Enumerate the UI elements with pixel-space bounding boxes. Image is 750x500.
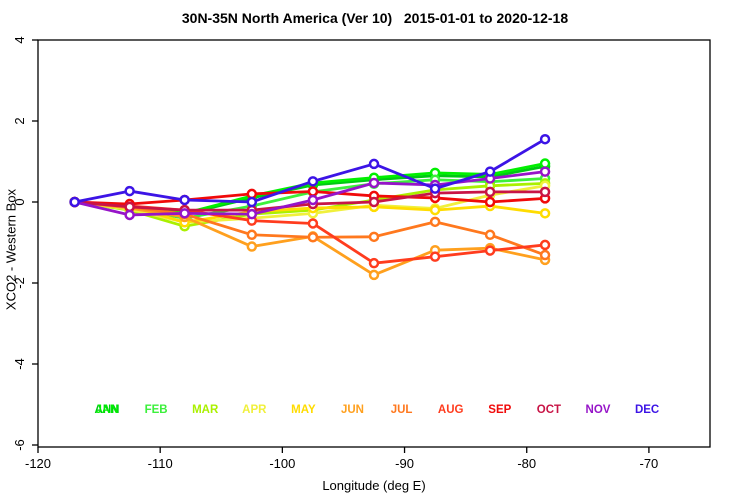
- series-marker-DEC: [484, 166, 496, 177]
- series-marker-JAN: [539, 158, 551, 169]
- series-marker-MAY: [429, 204, 441, 216]
- series-marker-NOV: [179, 208, 190, 219]
- legend-label-SEP: SEP: [488, 404, 511, 416]
- series-marker-JUN: [368, 269, 380, 281]
- series-marker-NOV: [124, 209, 135, 221]
- series-marker-NOV: [307, 194, 319, 206]
- legend-label-JUL: JUL: [391, 404, 413, 416]
- y-axis-tick-label: 4: [12, 36, 27, 43]
- series-marker-AUG: [307, 218, 319, 229]
- series-marker-AUG: [368, 257, 380, 269]
- x-axis-label: Longitude (deg E): [322, 478, 426, 493]
- series-marker-JUL: [484, 229, 496, 241]
- series-marker-DEC: [69, 196, 80, 208]
- legend-label-MAY: MAY: [291, 404, 316, 416]
- plot-border: [37, 39, 711, 448]
- x-axis-tick-label: -110: [148, 456, 173, 471]
- y-axis-label: XCO2 - Western Box: [3, 188, 19, 311]
- series-marker-AUG: [429, 251, 441, 262]
- y-axis-tick-label: 0: [12, 198, 27, 205]
- series-marker-OCT: [484, 186, 496, 198]
- series-marker-DEC: [539, 133, 551, 145]
- series-marker-AUG: [539, 239, 551, 251]
- x-axis-tick-label: -100: [269, 456, 295, 471]
- series-marker-SEP: [307, 186, 319, 197]
- series-marker-MAY: [539, 208, 551, 219]
- series-marker-DEC: [307, 176, 319, 187]
- series-marker-OCT: [539, 186, 551, 198]
- series-marker-NOV: [539, 166, 551, 177]
- series-marker-OCT: [124, 201, 135, 213]
- series-marker-DEC: [179, 194, 190, 206]
- y-axis-tick-label: -4: [12, 358, 27, 370]
- series-marker-JUL: [429, 216, 441, 228]
- x-axis-tick-label: -80: [517, 456, 536, 471]
- series-marker-DEC: [246, 196, 258, 208]
- legend-label-APR: APR: [242, 404, 267, 416]
- x-axis-tick-label: -120: [25, 456, 51, 471]
- series-marker-NOV: [246, 208, 258, 220]
- legend-label-NOV: NOV: [586, 404, 611, 416]
- y-axis-tick-label: -6: [12, 439, 27, 451]
- series-marker-DEC: [124, 185, 135, 197]
- series-marker-JUL: [246, 229, 258, 241]
- series-marker-JUL: [368, 231, 380, 243]
- legend-label-FEB: FEB: [145, 404, 168, 416]
- series-marker-JUN: [246, 241, 258, 252]
- legend-label-DEC: DEC: [635, 404, 659, 416]
- legend-label-JAN: JAN: [95, 404, 118, 416]
- legend-label-MAR: MAR: [192, 404, 219, 416]
- legend-label-AUG: AUG: [438, 404, 464, 416]
- chart-title: 30N-35N North America (Ver 10) 2015-01-0…: [181, 10, 569, 26]
- legend-label-ANN: ANN: [95, 404, 120, 416]
- series-marker-JUL: [539, 249, 551, 261]
- series-marker-AUG: [484, 245, 496, 256]
- x-axis-tick-label: -70: [640, 456, 659, 471]
- series-marker-SEP: [484, 196, 496, 208]
- x-axis-tick-label: -90: [395, 456, 414, 471]
- legend-label-JUN: JUN: [341, 404, 364, 416]
- series-marker-NOV: [368, 177, 380, 189]
- series-marker-SEP: [246, 188, 258, 200]
- y-axis-tick-label: 2: [12, 117, 27, 124]
- legend-label-OCT: OCT: [537, 404, 561, 416]
- y-axis-tick-label: -2: [12, 277, 27, 289]
- series-marker-DEC: [429, 183, 441, 194]
- series-marker-DEC: [368, 158, 380, 170]
- series-marker-OCT: [368, 196, 380, 208]
- series-marker-JUL: [307, 231, 319, 243]
